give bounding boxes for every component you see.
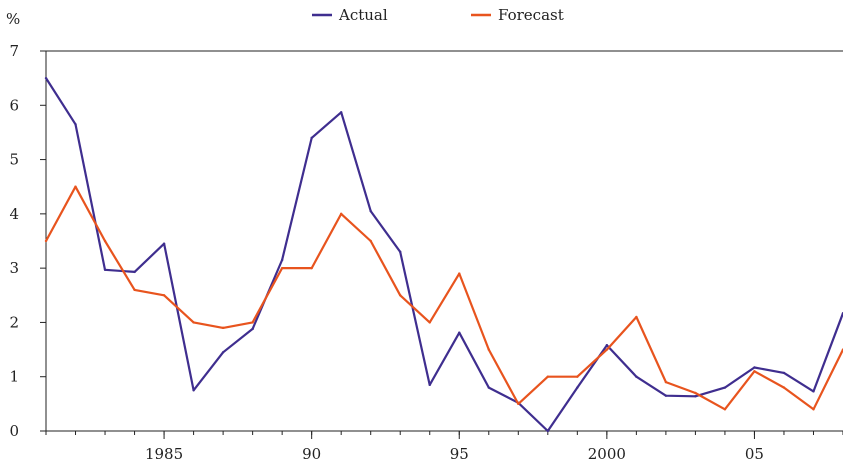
- series-lines: [44, 76, 843, 433]
- data-point-forecast: [812, 408, 815, 411]
- data-point-forecast: [664, 380, 668, 384]
- data-point-forecast: [251, 321, 254, 324]
- data-point-actual: [192, 389, 195, 392]
- data-point-actual: [428, 383, 431, 387]
- data-point-actual: [133, 270, 136, 274]
- y-tick-label: 3: [9, 259, 19, 277]
- series-line-forecast: [45, 185, 843, 411]
- x-tick-label: 1985: [145, 445, 183, 463]
- data-point-forecast: [192, 321, 195, 324]
- data-point-actual: [605, 344, 609, 347]
- data-point-actual: [221, 351, 225, 354]
- data-point-forecast: [103, 239, 107, 243]
- data-point-forecast: [723, 408, 727, 411]
- data-point-forecast: [605, 348, 609, 351]
- data-point-forecast: [428, 321, 431, 324]
- data-point-forecast: [74, 185, 77, 188]
- data-point-actual: [753, 366, 756, 369]
- data-point-actual: [103, 268, 107, 271]
- legend-label-actual: Actual: [338, 6, 388, 24]
- data-point-actual: [723, 386, 727, 389]
- data-point-actual: [339, 111, 343, 114]
- y-tick-label: 2: [9, 313, 19, 331]
- data-point-actual: [812, 390, 815, 393]
- data-point-forecast: [546, 375, 550, 378]
- x-tick-label: 90: [302, 445, 321, 463]
- data-point-forecast: [221, 326, 225, 330]
- data-point-actual: [782, 371, 786, 375]
- y-tick-label: 0: [9, 422, 19, 440]
- data-point-forecast: [133, 288, 136, 292]
- y-axis-unit-label: %: [6, 10, 20, 28]
- legend: Actual Forecast: [312, 6, 564, 24]
- y-tick-label: 6: [9, 96, 19, 114]
- data-point-forecast: [635, 315, 638, 319]
- data-point-forecast: [753, 370, 756, 373]
- data-point-forecast: [782, 386, 786, 389]
- data-point-forecast: [517, 402, 520, 406]
- data-point-forecast: [162, 294, 166, 297]
- data-point-actual: [280, 258, 284, 262]
- data-point-forecast: [694, 391, 697, 395]
- data-point-forecast: [369, 239, 372, 243]
- data-point-actual: [635, 375, 638, 378]
- data-point-actual: [162, 242, 166, 245]
- data-point-actual: [487, 386, 490, 389]
- series-line-actual: [45, 77, 843, 433]
- data-point-actual: [251, 327, 254, 331]
- data-point-actual: [44, 76, 48, 80]
- y-tick-label: 5: [9, 151, 19, 169]
- y-tick-label: 4: [9, 205, 19, 223]
- data-point-actual: [664, 394, 668, 397]
- data-point-actual: [694, 395, 697, 398]
- y-tick-label: 1: [9, 368, 19, 386]
- axes: [45, 50, 843, 432]
- x-tick-label: 05: [745, 445, 764, 463]
- y-axis-ticks: 0 1 2 3 4 5 6 7: [9, 42, 46, 440]
- data-point-forecast: [310, 266, 313, 270]
- data-point-forecast: [458, 272, 461, 275]
- x-tick-label: 2000: [588, 445, 626, 463]
- data-point-forecast: [44, 239, 48, 243]
- data-point-forecast: [487, 348, 490, 351]
- data-point-actual: [576, 386, 579, 389]
- data-point-actual: [458, 331, 461, 334]
- data-point-forecast: [339, 212, 343, 216]
- y-tick-label: 7: [9, 42, 19, 60]
- data-point-actual: [399, 250, 402, 254]
- data-point-forecast: [399, 294, 402, 297]
- data-point-actual: [74, 123, 77, 126]
- legend-label-forecast: Forecast: [498, 6, 564, 24]
- data-point-actual: [369, 209, 372, 213]
- data-point-actual: [310, 136, 313, 140]
- x-tick-label: 95: [450, 445, 469, 463]
- data-point-forecast: [576, 375, 579, 378]
- data-point-actual: [546, 429, 550, 433]
- x-axis-ticks: 1985 90 95 2000 05: [45, 431, 843, 463]
- data-point-forecast: [280, 266, 284, 270]
